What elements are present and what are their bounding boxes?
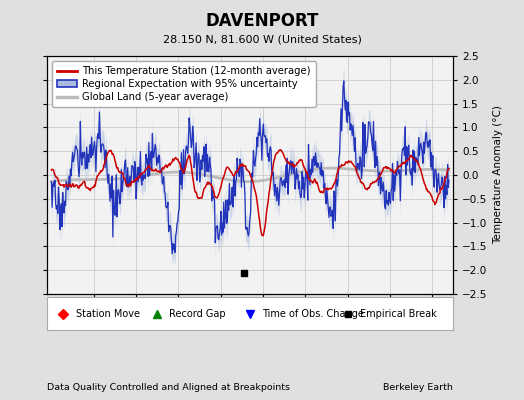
Text: Record Gap: Record Gap — [169, 309, 226, 318]
Text: 28.150 N, 81.600 W (United States): 28.150 N, 81.600 W (United States) — [162, 34, 362, 44]
Text: Berkeley Earth: Berkeley Earth — [384, 383, 453, 392]
Text: Data Quality Controlled and Aligned at Breakpoints: Data Quality Controlled and Aligned at B… — [47, 383, 290, 392]
Text: Station Move: Station Move — [75, 309, 139, 318]
Text: DAVENPORT: DAVENPORT — [205, 12, 319, 30]
Text: Empirical Break: Empirical Break — [360, 309, 436, 318]
Text: Time of Obs. Change: Time of Obs. Change — [263, 309, 364, 318]
Legend: This Temperature Station (12-month average), Regional Expectation with 95% uncer: This Temperature Station (12-month avera… — [52, 61, 315, 107]
Y-axis label: Temperature Anomaly (°C): Temperature Anomaly (°C) — [493, 106, 503, 244]
